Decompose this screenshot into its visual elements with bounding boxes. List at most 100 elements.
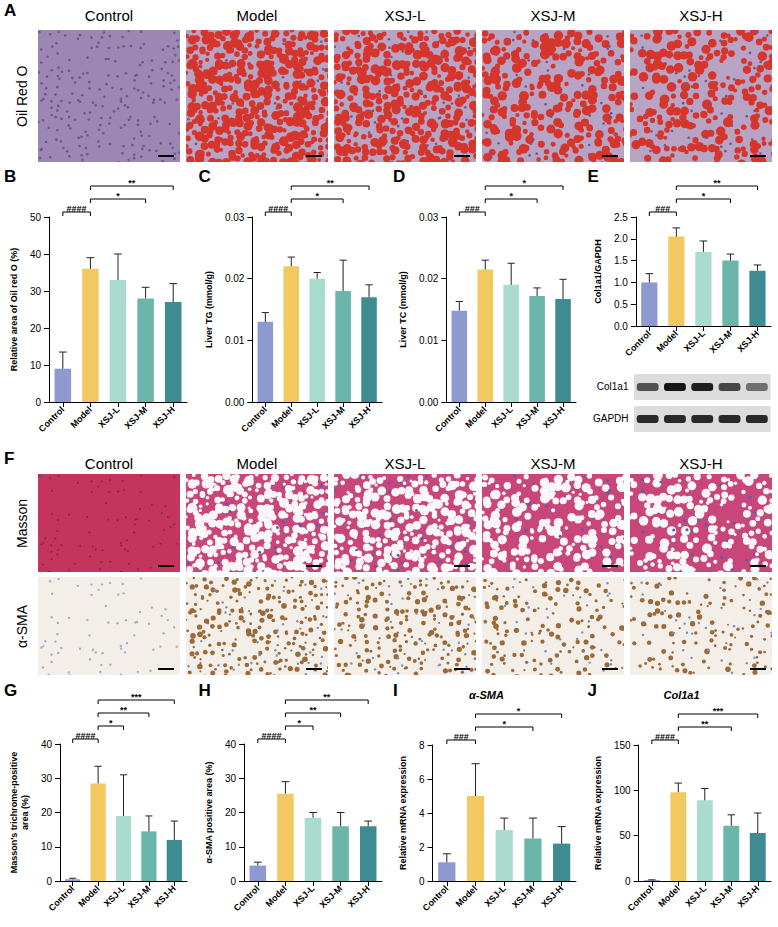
svg-text:*: *: [522, 178, 526, 188]
svg-text:Control: Control: [47, 883, 77, 913]
svg-text:Liver TC (mmol/g): Liver TC (mmol/g): [398, 271, 408, 348]
svg-text:20: 20: [41, 807, 53, 818]
svg-text:2.0: 2.0: [613, 233, 627, 244]
svg-text:Model: Model: [454, 883, 479, 908]
svg-text:XSJ-L: XSJ-L: [291, 883, 316, 908]
svg-text:0: 0: [35, 397, 41, 408]
svg-text:*: *: [315, 191, 319, 201]
svg-text:10: 10: [30, 360, 42, 371]
svg-text:XSJ-M: XSJ-M: [126, 883, 152, 909]
svg-text:XSJ-M: XSJ-M: [123, 404, 149, 430]
svg-text:0.5: 0.5: [613, 299, 627, 310]
svg-text:*: *: [297, 718, 301, 728]
svg-text:40: 40: [224, 739, 236, 750]
svg-text:Relative mRNA expression: Relative mRNA expression: [592, 756, 602, 870]
svg-text:**: **: [701, 719, 709, 729]
svg-text:Control: Control: [433, 404, 463, 434]
svg-text:XSJ-M: XSJ-M: [514, 404, 540, 430]
svg-text:*: *: [109, 718, 113, 728]
svg-text:XSJ-H: XSJ-H: [735, 328, 761, 354]
svg-text:0.02: 0.02: [419, 273, 439, 284]
svg-text:Control: Control: [231, 883, 261, 913]
svg-text:*: *: [502, 719, 506, 729]
svg-text:*: *: [509, 191, 513, 201]
svg-text:**: **: [323, 692, 331, 702]
svg-text:XSJ-H: XSJ-H: [346, 404, 372, 430]
svg-text:**: **: [326, 178, 334, 188]
svg-text:###: ###: [465, 204, 480, 214]
svg-text:XSJ-H: XSJ-H: [541, 404, 567, 430]
svg-text:20: 20: [224, 807, 236, 818]
svg-text:Control: Control: [623, 328, 653, 358]
svg-text:Control: Control: [421, 883, 451, 913]
svg-text:*: *: [116, 191, 120, 201]
svg-text:40: 40: [30, 249, 42, 260]
svg-text:α-SMA: α-SMA: [469, 689, 504, 701]
svg-text:*: *: [701, 191, 705, 201]
svg-text:Model: Model: [654, 328, 679, 353]
svg-text:Model: Model: [656, 883, 681, 908]
svg-text:Control: Control: [239, 404, 269, 434]
svg-text:####: ####: [261, 731, 281, 741]
svg-text:XSJ-M: XSJ-M: [708, 883, 734, 909]
svg-text:Model: Model: [69, 404, 94, 429]
svg-text:20: 20: [30, 323, 42, 334]
svg-text:0.00: 0.00: [224, 397, 244, 408]
svg-text:Relative mRNA expression: Relative mRNA expression: [398, 756, 408, 870]
svg-text:1.5: 1.5: [613, 255, 627, 266]
svg-text:XSJ-M: XSJ-M: [510, 883, 536, 909]
svg-text:####: ####: [67, 204, 87, 214]
svg-text:0.0: 0.0: [613, 321, 627, 332]
svg-text:30: 30: [41, 773, 53, 784]
svg-text:Liver TG (mmol/g): Liver TG (mmol/g): [203, 271, 213, 348]
svg-text:2.5: 2.5: [613, 212, 627, 223]
svg-text:*: *: [517, 706, 521, 716]
svg-text:XSJ-L: XSJ-L: [683, 883, 708, 908]
svg-text:10: 10: [224, 841, 236, 852]
svg-text:XSJ-L: XSJ-L: [96, 404, 121, 429]
svg-text:0.01: 0.01: [224, 335, 244, 346]
svg-text:###: ###: [655, 204, 670, 214]
svg-text:####: ####: [655, 732, 675, 742]
svg-text:8: 8: [419, 740, 425, 751]
svg-text:XSJ-H: XSJ-H: [735, 883, 761, 909]
svg-text:Control: Control: [625, 883, 655, 913]
svg-text:150: 150: [613, 740, 630, 751]
svg-text:XSJ-L: XSJ-L: [483, 883, 508, 908]
svg-text:Model: Model: [269, 404, 294, 429]
svg-text:100: 100: [613, 785, 630, 796]
svg-text:40: 40: [41, 739, 53, 750]
svg-text:XSJ-L: XSJ-L: [681, 328, 706, 353]
svg-text:0.01: 0.01: [419, 335, 439, 346]
svg-text:Col1a1: Col1a1: [663, 689, 699, 701]
svg-text:XSJ-L: XSJ-L: [295, 404, 320, 429]
svg-text:####: ####: [268, 204, 288, 214]
svg-text:α-SMA positive area (%): α-SMA positive area (%): [203, 761, 213, 863]
svg-text:Masson's trichrome-positive: Masson's trichrome-positive: [9, 752, 19, 874]
svg-text:XSJ-M: XSJ-M: [317, 883, 343, 909]
svg-text:**: **: [128, 178, 136, 188]
svg-text:0: 0: [625, 876, 631, 887]
svg-text:50: 50: [30, 212, 42, 223]
svg-text:0.02: 0.02: [224, 273, 244, 284]
svg-text:Model: Model: [76, 883, 101, 908]
svg-text:30: 30: [30, 286, 42, 297]
svg-text:**: **: [309, 705, 317, 715]
svg-text:###: ###: [454, 732, 469, 742]
svg-text:***: ***: [131, 692, 142, 702]
svg-text:XSJ-M: XSJ-M: [707, 328, 733, 354]
svg-text:Relative area of Oil red O (%): Relative area of Oil red O (%): [9, 248, 19, 372]
svg-text:0: 0: [419, 876, 425, 887]
svg-text:10: 10: [41, 841, 53, 852]
svg-text:***: ***: [712, 706, 723, 716]
svg-text:Model: Model: [263, 883, 288, 908]
svg-text:XSJ-M: XSJ-M: [320, 404, 346, 430]
svg-text:Col1a1/GAPDH: Col1a1/GAPDH: [592, 239, 602, 304]
svg-text:30: 30: [224, 773, 236, 784]
svg-text:0: 0: [46, 876, 52, 887]
svg-text:0.03: 0.03: [224, 212, 244, 223]
svg-text:XSJ-L: XSJ-L: [490, 404, 515, 429]
svg-text:**: **: [120, 705, 128, 715]
svg-text:50: 50: [619, 830, 631, 841]
svg-text:XSJ-L: XSJ-L: [102, 883, 127, 908]
